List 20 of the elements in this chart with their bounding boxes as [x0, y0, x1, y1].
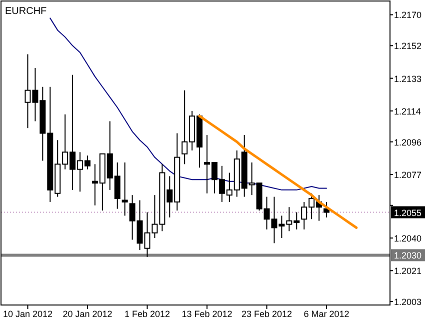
candlestick: [122, 162, 128, 216]
x-tick-label: 1 Feb 2012: [124, 309, 170, 319]
y-tick-label: 1.2114: [394, 106, 421, 116]
y-tick-label: 1.2077: [394, 170, 422, 180]
y-tick-label: 1.2021: [394, 266, 422, 276]
y-tick-label: 1.2170: [394, 10, 422, 20]
y-tick-label: 1.2133: [394, 74, 422, 84]
x-tick-label: 13 Feb 2012: [182, 309, 232, 319]
ref-line-label: 1.2055: [394, 208, 422, 218]
x-tick-label: 20 Jan 2012: [62, 309, 112, 319]
line-series: [198, 114, 358, 229]
x-tick-label: 23 Feb 2012: [241, 309, 292, 319]
y-tick-label: 1.2096: [394, 137, 422, 148]
x-tick-label: 10 Jan 2012: [2, 309, 53, 319]
x-tick-label: 6 Mar 2012: [304, 309, 350, 319]
text: EURCHF: [5, 6, 47, 17]
y-tick-label: 1.2040: [394, 234, 422, 244]
ref-line-label: 1.2030: [394, 250, 422, 261]
y-tick-label: 1.2152: [394, 41, 422, 52]
y-tick-label: 1.2003: [394, 297, 422, 308]
